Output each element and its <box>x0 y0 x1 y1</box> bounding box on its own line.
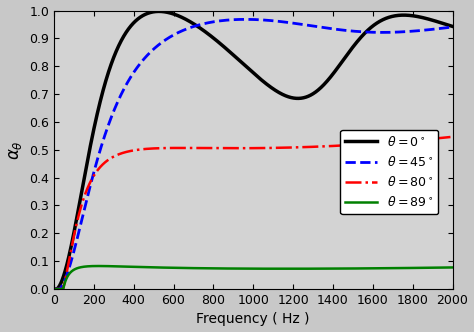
$\theta=45^\circ$ <box>418 29 423 33</box>
$\theta=45^\circ$ <box>219 19 224 23</box>
$\theta=80^\circ$ <box>450 135 456 139</box>
$\theta=80^\circ$ <box>219 146 224 150</box>
X-axis label: Frequency ( Hz ): Frequency ( Hz ) <box>197 312 310 326</box>
$\theta=0^\circ$ <box>341 57 346 61</box>
$\theta=0^\circ$ <box>438 21 443 25</box>
$\theta=45^\circ$ <box>51 287 57 291</box>
$\theta=80^\circ$ <box>438 136 443 140</box>
$\theta=45^\circ$ <box>450 25 456 29</box>
$\theta=80^\circ$ <box>51 287 57 291</box>
Line: $\theta=0^\circ$: $\theta=0^\circ$ <box>54 11 453 289</box>
$\theta=45^\circ$ <box>341 28 346 32</box>
$\theta=80^\circ$ <box>418 138 423 142</box>
$\theta=89^\circ$ <box>438 266 443 270</box>
$\theta=45^\circ$ <box>243 17 248 21</box>
$\theta=0^\circ$ <box>418 15 423 19</box>
$\theta=0^\circ$ <box>450 25 456 29</box>
$\theta=89^\circ$ <box>341 267 346 271</box>
Line: $\theta=45^\circ$: $\theta=45^\circ$ <box>54 19 453 289</box>
$\theta=89^\circ$ <box>241 267 246 271</box>
$\theta=89^\circ$ <box>51 287 57 291</box>
Line: $\theta=89^\circ$: $\theta=89^\circ$ <box>54 266 453 289</box>
$\theta=89^\circ$ <box>418 266 423 270</box>
$\theta=45^\circ$ <box>438 27 443 31</box>
$\theta=0^\circ$ <box>219 43 225 47</box>
Legend: $\theta=0^\circ$, $\theta=45^\circ$, $\theta=80^\circ$, $\theta=89^\circ$: $\theta=0^\circ$, $\theta=45^\circ$, $\t… <box>340 130 438 214</box>
$\theta=0^\circ$ <box>222 45 228 49</box>
Y-axis label: $\alpha_\theta$: $\alpha_\theta$ <box>6 140 24 160</box>
$\theta=0^\circ$ <box>156 9 162 13</box>
$\theta=89^\circ$ <box>219 267 225 271</box>
$\theta=45^\circ$ <box>241 17 246 21</box>
$\theta=89^\circ$ <box>222 267 228 271</box>
Line: $\theta=80^\circ$: $\theta=80^\circ$ <box>54 137 453 289</box>
$\theta=0^\circ$ <box>241 62 246 66</box>
$\theta=89^\circ$ <box>450 266 456 270</box>
$\theta=80^\circ$ <box>222 146 228 150</box>
$\theta=0^\circ$ <box>51 287 57 291</box>
$\theta=80^\circ$ <box>241 146 246 150</box>
$\theta=89^\circ$ <box>96 264 101 268</box>
$\theta=80^\circ$ <box>341 143 346 147</box>
$\theta=45^\circ$ <box>222 18 228 22</box>
